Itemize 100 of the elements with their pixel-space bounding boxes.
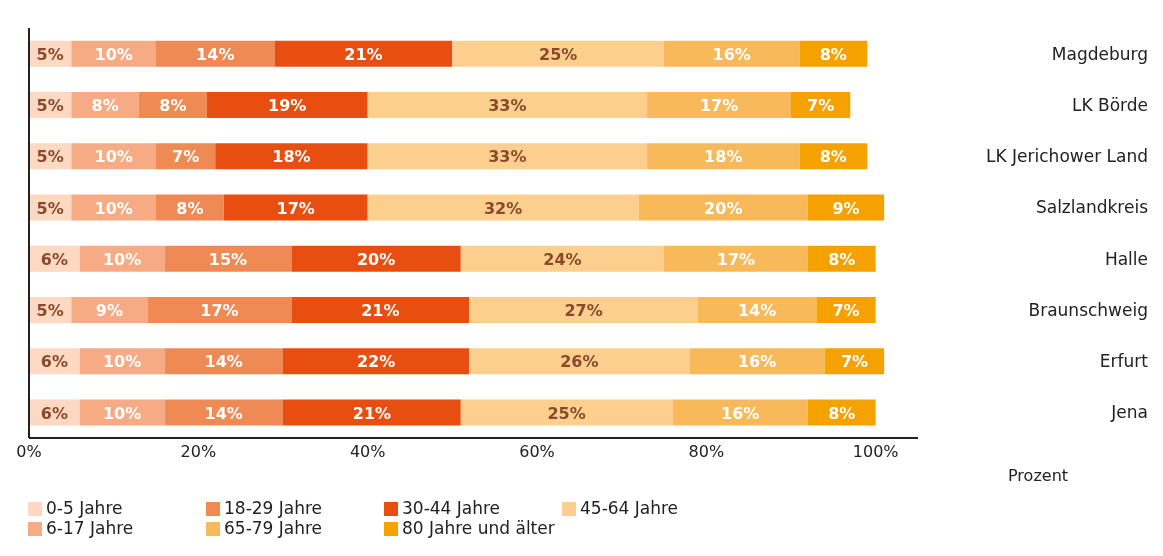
data-label: 19% <box>268 96 307 116</box>
x-tick-label: 0% <box>16 442 42 462</box>
bar <box>469 348 690 375</box>
bar <box>367 194 639 221</box>
legend-label: 30-44 Jahre <box>402 498 502 518</box>
bar <box>664 245 808 272</box>
y-tick-label: Jena <box>1110 402 1148 423</box>
data-label: 14% <box>204 403 243 423</box>
data-label: 18% <box>704 147 743 167</box>
data-label: 7% <box>832 301 860 321</box>
bar <box>223 194 368 221</box>
data-label: 17% <box>276 198 315 218</box>
data-label: 16% <box>721 403 760 423</box>
data-label: 9% <box>832 198 860 218</box>
data-label: 8% <box>819 147 847 167</box>
x-tick-label: 80% <box>688 442 725 462</box>
bar <box>164 348 283 375</box>
x-axis-title: Prozent <box>1008 466 1069 485</box>
bar <box>367 143 648 170</box>
data-label: 10% <box>102 352 142 372</box>
data-label: 7% <box>840 352 869 372</box>
bar <box>460 399 673 426</box>
data-label: 33% <box>488 96 527 116</box>
data-label: 8% <box>159 96 187 116</box>
data-label: 10% <box>94 147 133 167</box>
data-label: 17% <box>699 96 739 116</box>
bar <box>664 40 800 67</box>
data-label: 14% <box>204 352 243 372</box>
bar <box>164 399 283 426</box>
data-label: 20% <box>704 198 743 218</box>
legend-label: 18-29 Jahre <box>224 498 324 518</box>
legend-label: 65-79 Jahre <box>224 518 324 538</box>
data-label: 9% <box>95 301 124 321</box>
data-label: 6% <box>40 352 68 372</box>
bar <box>283 399 461 426</box>
y-tick-label: Braunschweig <box>1028 299 1148 320</box>
data-label: 25% <box>547 403 586 423</box>
y-tick-label: Magdeburg <box>1051 43 1148 64</box>
bar <box>689 348 825 375</box>
bar <box>71 297 148 324</box>
bar <box>647 92 791 119</box>
data-label: 16% <box>737 352 777 372</box>
x-tick-label: 100% <box>852 442 899 462</box>
bar <box>215 143 368 170</box>
data-label: 22% <box>356 352 396 372</box>
bar <box>164 245 292 272</box>
data-label: 27% <box>564 301 603 321</box>
bar <box>647 143 800 170</box>
bar <box>638 194 808 221</box>
x-tick-label: 40% <box>349 442 386 462</box>
data-label: 8% <box>176 198 204 218</box>
y-tick-label: LK Jerichower Land <box>986 146 1148 167</box>
bar <box>274 40 453 67</box>
data-label: 14% <box>196 44 235 64</box>
legend-label: 0-5 Jahre <box>46 498 124 518</box>
bar <box>367 92 648 119</box>
data-label: 17% <box>200 301 239 321</box>
bar <box>206 92 368 119</box>
data-label: 7% <box>807 96 835 116</box>
x-tick-label: 60% <box>519 442 555 462</box>
data-label: 10% <box>94 44 133 64</box>
legend-label: 80 Jahre und älter <box>402 518 555 538</box>
x-tick-label: 20% <box>180 442 217 462</box>
data-label: 6% <box>40 249 68 269</box>
data-label: 5% <box>36 301 64 321</box>
data-label: 6% <box>40 403 68 423</box>
bar <box>697 297 817 324</box>
bar <box>469 297 698 324</box>
bar <box>283 348 470 375</box>
data-label: 10% <box>94 198 133 218</box>
data-label: 16% <box>712 44 751 64</box>
data-label: 21% <box>361 301 400 321</box>
data-label: 10% <box>102 249 142 269</box>
data-label: 15% <box>208 249 248 269</box>
data-label: 33% <box>488 147 527 167</box>
bar <box>672 399 808 426</box>
data-label: 17% <box>716 249 756 269</box>
y-tick-label: Halle <box>1104 248 1148 269</box>
data-label: 24% <box>543 249 582 269</box>
y-tick-label: Erfurt <box>1099 351 1149 372</box>
data-label: 8% <box>828 403 856 423</box>
bar <box>291 245 461 272</box>
data-label: 8% <box>91 96 119 116</box>
bar <box>156 40 275 67</box>
data-label: 5% <box>36 44 64 64</box>
data-label: 18% <box>272 147 311 167</box>
legend-label: 45-64 Jahre <box>580 498 680 518</box>
y-tick-label: LK Börde <box>1071 94 1148 115</box>
data-label: 5% <box>36 96 64 116</box>
data-label: 14% <box>737 301 777 321</box>
data-label: 25% <box>539 44 578 64</box>
data-label: 26% <box>560 352 599 372</box>
data-label: 21% <box>352 403 392 423</box>
y-tick-label: Salzlandkreis <box>1035 197 1149 218</box>
data-label: 8% <box>828 249 856 269</box>
data-label: 32% <box>483 198 523 218</box>
legend-label: 6-17 Jahre <box>46 518 135 538</box>
data-label: 7% <box>172 147 200 167</box>
bar <box>291 297 470 324</box>
data-label: 8% <box>819 44 847 64</box>
